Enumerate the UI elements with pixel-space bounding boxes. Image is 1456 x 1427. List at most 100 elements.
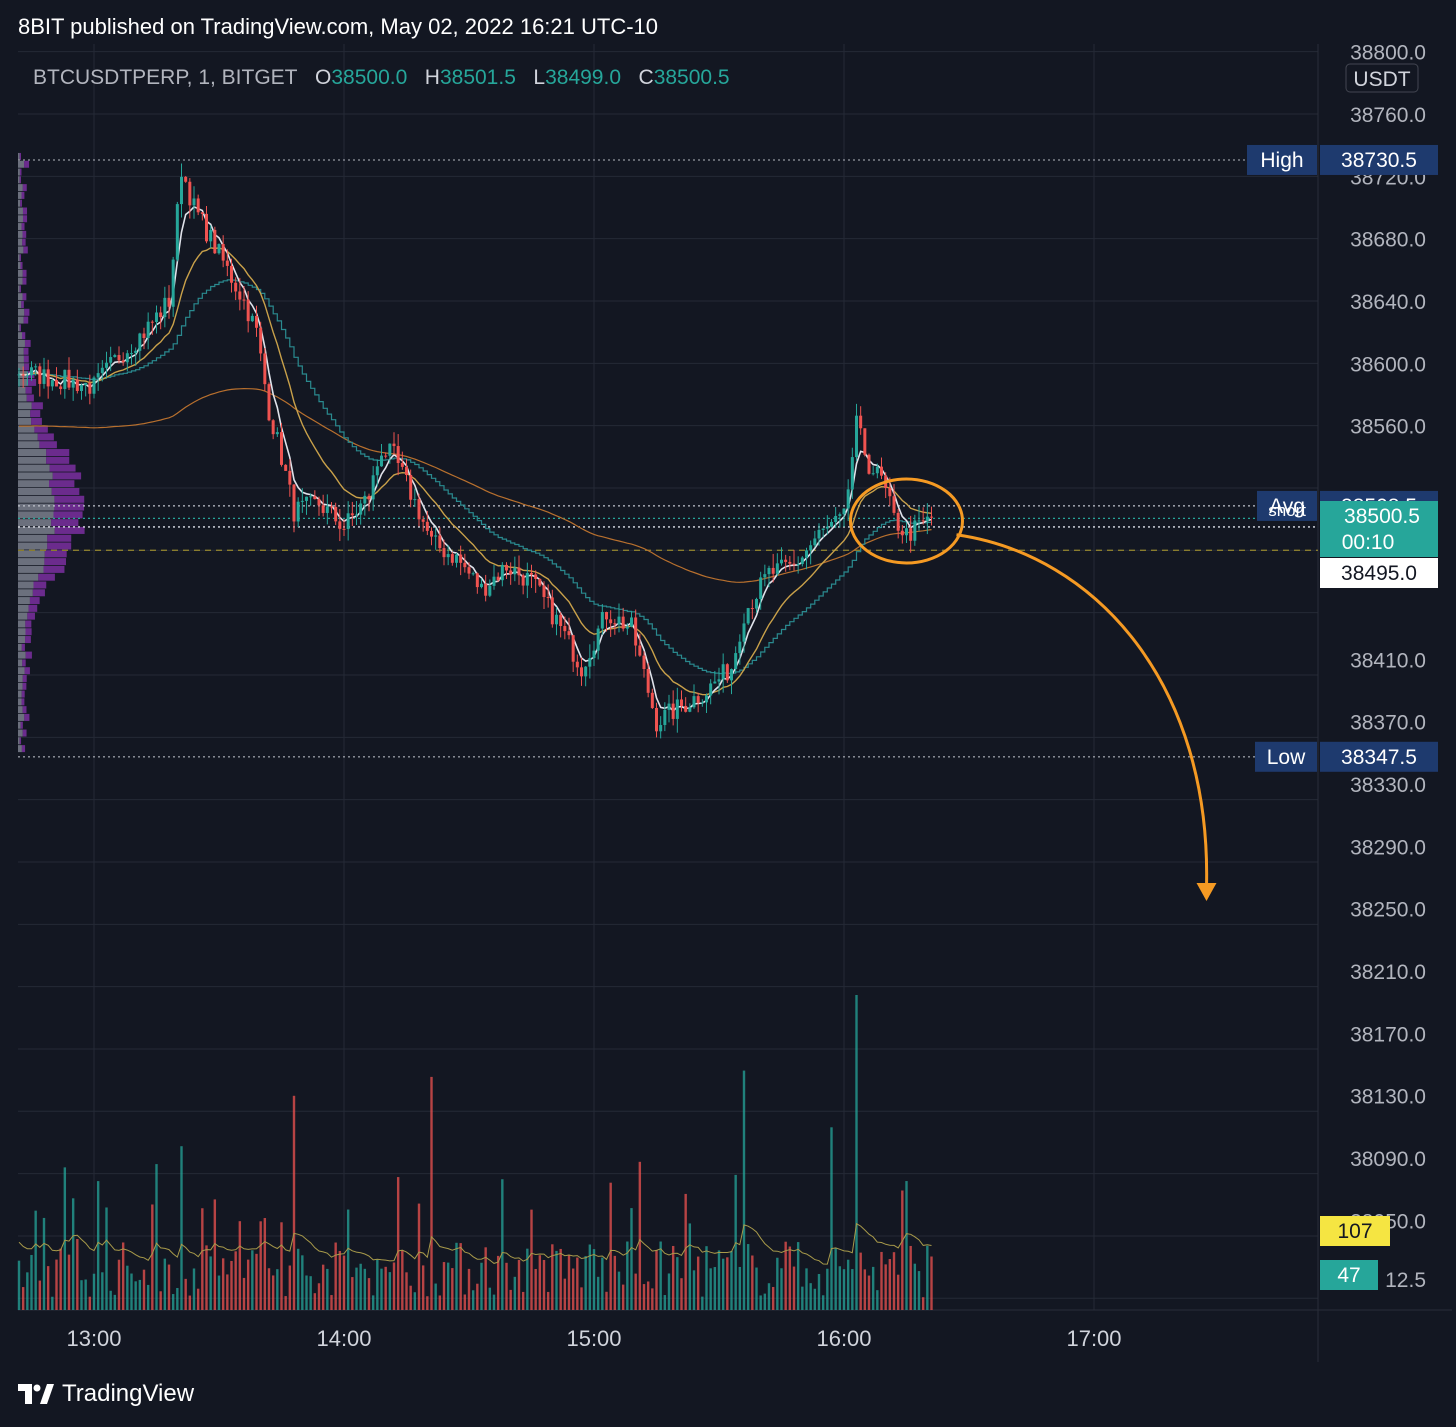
volume-bar [176,1288,179,1310]
candle-body [925,516,929,522]
profile-bar-gray [18,262,21,270]
time-axis[interactable]: 13:00 14:00 15:00 16:00 17:00 [66,1326,1121,1351]
volume-bar [501,1179,504,1310]
candle-body [446,554,450,558]
candle-body [421,519,425,522]
volume-bar [326,1268,329,1310]
volume-bar [271,1275,275,1310]
candle-body [534,574,538,579]
candle-body [267,384,271,421]
candle-body [146,321,150,339]
currency-badge: USDT [1353,68,1410,91]
volume-bar [76,1238,79,1310]
candle-body [834,515,838,522]
volume-bar [780,1268,783,1310]
tradingview-brand[interactable]: TradingView [18,1380,194,1408]
volume-bar [71,1198,75,1310]
candle-body [555,614,558,625]
profile-bar-purple [21,698,25,706]
symbol-legend[interactable]: BTCUSDTPERP, 1, BITGET O38500.0 H38501.5… [33,66,730,90]
profile-bar-purple [25,620,32,628]
price-axis[interactable]: 38800.038760.038720.038680.038640.038600… [1345,42,1426,1292]
candle-body [234,282,238,292]
high-name-label-box [1247,144,1317,175]
profile-bar-purple [46,456,70,464]
volume-bar [142,1269,146,1310]
candle-body [175,204,179,260]
profile-bar-purple [24,160,30,168]
volume-ma-label-box [1320,1216,1390,1246]
candle-body [109,357,113,363]
profile-bar-purple [22,293,27,301]
profile-bar-gray [18,215,23,223]
candle-body [725,664,729,681]
candle-body [750,608,754,610]
candle-body [917,520,921,522]
price-tick-label: 38290.0 [1350,836,1426,859]
profile-bar-gray [18,410,31,418]
candle-body [409,474,413,500]
candle-body [755,598,758,609]
volume-bar [696,1256,700,1310]
profile-bar-gray [18,674,23,682]
candle-body [180,176,183,205]
candle-body [909,528,913,541]
profile-bar-gray [18,542,48,550]
candle-body [571,635,575,662]
volume-bar [426,1296,429,1310]
candle-body [638,645,642,656]
profile-bar-purple [21,643,25,651]
profile-bar-gray [18,355,24,363]
volume-bar [567,1254,571,1310]
profile-bar-purple [47,542,72,550]
profile-bar-purple [22,674,27,682]
volume-bar [246,1259,250,1310]
volume-bar [792,1266,796,1310]
volume-bar [234,1251,237,1310]
profile-bar-purple [21,300,24,308]
brand-name: TradingView [62,1380,195,1407]
candle-body [700,702,704,704]
candle-body [663,709,667,726]
volume-bar [488,1287,492,1310]
candle-body [859,415,863,429]
volume-bar [380,1268,383,1310]
volume-bar [909,1245,912,1310]
candle-body [659,725,663,732]
candle-body [246,299,250,322]
currency-badge-box [1345,63,1419,93]
volume-bar [580,1287,583,1310]
volume-bar [392,1262,396,1310]
volume-bar [905,1181,908,1310]
volume-bars [17,995,933,1310]
volume-bar [651,1288,654,1310]
volume-bar [721,1258,725,1310]
volume-bar [626,1241,629,1310]
drawing-annotations[interactable] [849,477,1217,901]
candle-body [405,466,408,475]
volume-bar [876,1290,879,1310]
profile-bar-purple [21,191,25,199]
volume-bar [334,1242,337,1310]
profile-bar-gray [18,573,39,581]
candle-body [321,505,325,513]
profile-bar-purple [23,316,29,324]
time-tick-label: 17:00 [1066,1326,1121,1351]
volume-bar [80,1280,83,1310]
candle-body [338,521,342,529]
candle-body [230,265,233,283]
volume-bar [92,1273,96,1310]
indicator-lines [18,205,933,713]
volume-bar [38,1280,42,1310]
volume-bar [313,1293,317,1310]
candle-body [796,564,800,566]
profile-bar-purple [52,472,82,480]
profile-bar-gray [18,269,23,277]
candle-body [900,530,904,536]
profile-bar-purple [53,511,83,519]
candle-body [259,327,263,354]
volume-bar [230,1260,233,1310]
ohlc-open-key: O [315,66,332,89]
candle-body [784,559,788,562]
